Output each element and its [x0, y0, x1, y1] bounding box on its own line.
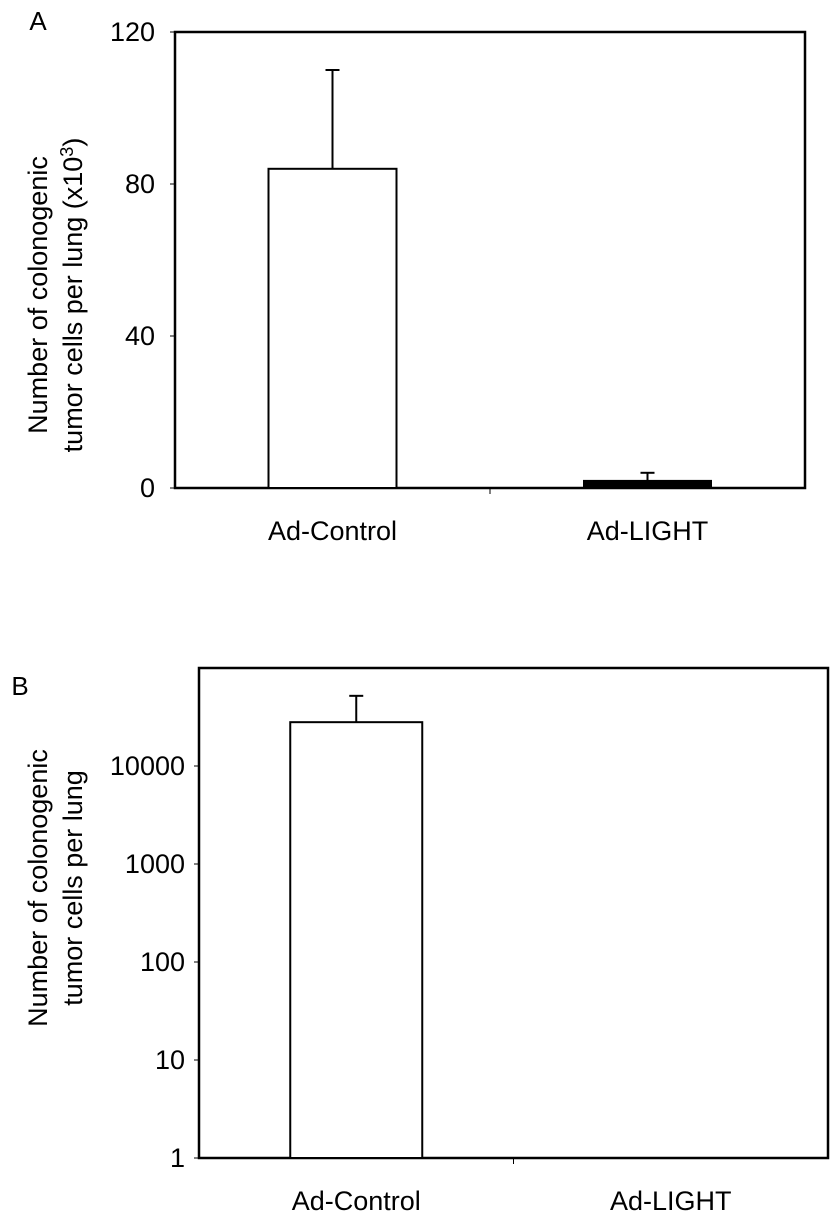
- y-axis-label-text: tumor cells per lung: [58, 770, 88, 1006]
- y-axis-label-line1: Number of colonogenic: [23, 156, 53, 434]
- y-axis-label-line2: tumor cells per lung: [58, 770, 88, 1006]
- y-tick-label: 10000: [110, 751, 185, 781]
- y-axis-label-line1: Number of colonogenic: [23, 749, 53, 1027]
- x-category-label: Ad-LIGHT: [610, 1186, 732, 1216]
- y-tick-label: 0: [140, 473, 155, 503]
- y-tick-label: 100: [140, 947, 185, 977]
- panel-letter: A: [29, 6, 47, 36]
- y-tick-label: 10: [155, 1045, 185, 1075]
- bar-ad-control: [289, 721, 424, 1159]
- y-axis-label-close: ): [58, 138, 88, 147]
- y-tick-label: 80: [125, 169, 155, 199]
- y-tick-label: 1: [170, 1143, 185, 1173]
- y-tick-label: 1000: [125, 849, 185, 879]
- x-category-label: Ad-Control: [268, 516, 397, 546]
- bar-ad-control: [267, 167, 398, 490]
- panel-letter: B: [11, 671, 28, 701]
- x-category-label: Ad-Control: [292, 1186, 421, 1216]
- y-axis-label-superscript: 3: [57, 147, 77, 157]
- y-axis-label-text: tumor cells per lung (x10: [58, 157, 88, 453]
- bar-ad-light: [583, 479, 712, 489]
- x-category-label: Ad-LIGHT: [587, 516, 709, 546]
- chart-panel-B: B 1 10 100 1000 10000 Ad-Control Ad-LIGHT Number…: [11, 666, 830, 1216]
- chart-panel-A: A 0 40 80 120 Ad-Control Ad-LIGHT Number of col…: [23, 6, 807, 546]
- y-tick-label: 120: [110, 17, 155, 47]
- y-axis-label-line2: tumor cells per lung (x103): [57, 138, 88, 453]
- y-tick-label: 40: [125, 321, 155, 351]
